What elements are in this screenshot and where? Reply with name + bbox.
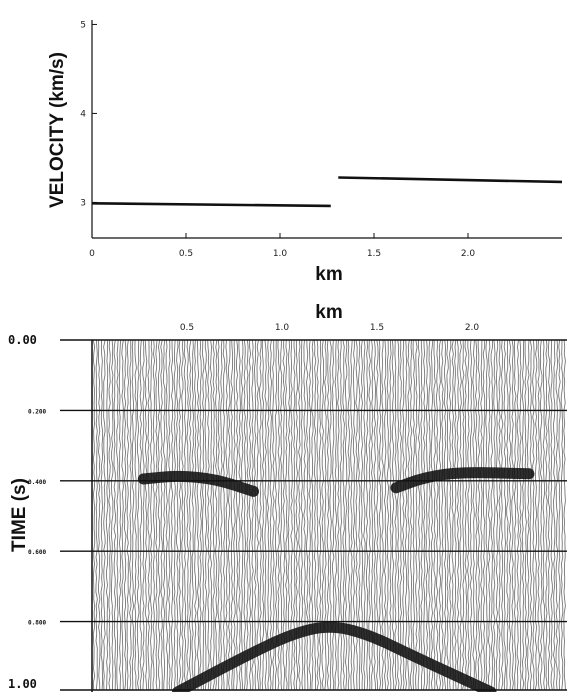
velocity-segment-2 bbox=[338, 176, 563, 184]
reflection-event-1 bbox=[137, 470, 259, 497]
time-tick-label: 0.600 bbox=[28, 549, 46, 556]
reflection-event-3 bbox=[172, 621, 497, 692]
seismic-y-axis-label: TIME (s) bbox=[9, 478, 30, 552]
time-tick-label: 0.800 bbox=[28, 620, 46, 627]
velocity-x-tick-label: 1.0 bbox=[273, 249, 288, 259]
seismic-x-axis-label: km bbox=[315, 302, 342, 323]
velocity-segment-1 bbox=[91, 201, 331, 208]
seismic-x-tick-label: 0.5 bbox=[180, 323, 194, 333]
seismic-x-tick-label: 1.5 bbox=[370, 323, 384, 333]
reflection-event-2 bbox=[390, 467, 535, 494]
velocity-chart: 3 4 5 0 0.5 1.0 1.5 2.0 VELOCITY (km/s) km bbox=[47, 20, 563, 285]
velocity-y-tick-label: 5 bbox=[80, 20, 86, 30]
time-tick-label: 0.400 bbox=[28, 479, 46, 486]
time-tick-label: 0.00 bbox=[8, 333, 37, 347]
seismic-x-tick-label: 2.0 bbox=[465, 323, 480, 333]
seismic-traces bbox=[92, 339, 566, 691]
velocity-x-tick-label: 0 bbox=[89, 249, 95, 259]
time-tick-label: 1.00 bbox=[8, 677, 37, 691]
seismic-section-chart: km 0.5 1.0 1.5 2.0 0.00 0.200 0.400 0.600 0.800… bbox=[8, 302, 567, 692]
velocity-y-tick-label: 4 bbox=[80, 109, 86, 119]
velocity-x-axis-label: km bbox=[315, 264, 342, 285]
velocity-x-tick-label: 0.5 bbox=[179, 249, 193, 259]
seismic-x-tick-label: 1.0 bbox=[275, 323, 290, 333]
velocity-y-axis-label: VELOCITY (km/s) bbox=[47, 52, 68, 208]
time-tick-label: 0.200 bbox=[28, 408, 46, 415]
velocity-x-tick-label: 1.5 bbox=[367, 249, 381, 259]
velocity-x-tick-label: 2.0 bbox=[461, 249, 476, 259]
velocity-y-tick-label: 3 bbox=[80, 198, 86, 208]
